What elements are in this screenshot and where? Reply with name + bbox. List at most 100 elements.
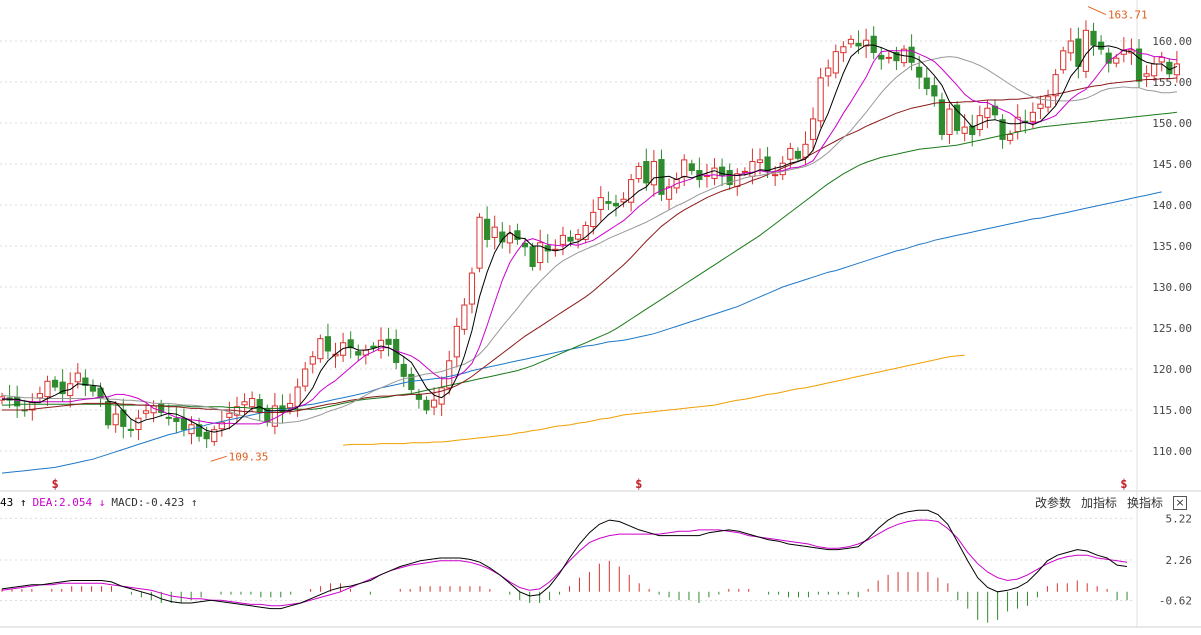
candle-body bbox=[590, 211, 597, 227]
ma5-line bbox=[2, 44, 1178, 433]
candle-body bbox=[400, 363, 407, 377]
ma10-line bbox=[1, 47, 1177, 425]
candle-body bbox=[271, 405, 278, 427]
candle-body bbox=[772, 174, 779, 177]
candle-body bbox=[249, 398, 256, 408]
macd-tick-label: 5.22 bbox=[1166, 512, 1193, 525]
candle-body bbox=[82, 377, 89, 386]
ma60-line bbox=[2, 111, 1177, 410]
macd-legend-dif: 43 ↑ bbox=[0, 496, 27, 509]
candle-body bbox=[567, 236, 574, 242]
candle-body bbox=[612, 202, 620, 207]
candle-body bbox=[1098, 41, 1105, 50]
macd-legend-macd: MACD:-0.423 ↑ bbox=[111, 496, 198, 509]
event-marker: $ bbox=[635, 477, 642, 491]
candle-body bbox=[1105, 52, 1112, 64]
candle-body bbox=[1151, 63, 1158, 77]
price-tick-label: 155.00 bbox=[1152, 76, 1192, 89]
ma20-line bbox=[1, 56, 1177, 424]
candle-body bbox=[916, 66, 923, 78]
candle-body bbox=[938, 99, 946, 135]
candle-body bbox=[377, 339, 385, 352]
candle-body bbox=[324, 336, 332, 352]
price-tick-label: 110.00 bbox=[1152, 445, 1192, 458]
candle-body bbox=[908, 46, 915, 63]
candle-body bbox=[309, 356, 316, 365]
candle-body bbox=[241, 401, 248, 406]
add-indicator-button[interactable]: 加指标 bbox=[1080, 496, 1117, 510]
price-tick-label: 145.00 bbox=[1152, 158, 1192, 171]
change-params-button[interactable]: 改参数 bbox=[1034, 496, 1071, 510]
candle-body bbox=[355, 351, 362, 356]
candle-body bbox=[870, 35, 877, 53]
macd-tick-label: 2.26 bbox=[1166, 554, 1193, 567]
candle-body bbox=[946, 108, 953, 135]
candle-body bbox=[1044, 96, 1052, 108]
high-annotation-label: 163.71 bbox=[1108, 9, 1148, 22]
candle-body bbox=[491, 226, 498, 238]
candle-body bbox=[415, 393, 422, 400]
candle-body bbox=[158, 403, 165, 413]
candle-body bbox=[1060, 50, 1067, 71]
candle-body bbox=[1037, 103, 1044, 109]
candle-body bbox=[688, 163, 695, 172]
candle-body bbox=[165, 416, 172, 419]
candle-body bbox=[89, 385, 97, 392]
candle-body bbox=[817, 77, 824, 122]
close-indicator-button[interactable]: × bbox=[1173, 495, 1187, 510]
candle-body bbox=[681, 159, 688, 178]
candle-body bbox=[506, 233, 513, 244]
candle-body bbox=[643, 161, 650, 184]
candle-body bbox=[802, 143, 809, 158]
candle-body bbox=[999, 119, 1006, 140]
candle-body bbox=[1082, 29, 1090, 72]
candle-body bbox=[302, 368, 309, 387]
candle-body bbox=[878, 54, 885, 60]
candle-body bbox=[1052, 74, 1059, 97]
candle-body bbox=[1113, 57, 1120, 64]
candle-body bbox=[195, 424, 203, 437]
candle-body bbox=[529, 246, 536, 268]
candle-body bbox=[446, 360, 453, 389]
candle-body bbox=[51, 379, 59, 388]
candle-body bbox=[923, 77, 930, 90]
candle-body bbox=[347, 339, 354, 349]
event-marker: $ bbox=[51, 477, 58, 491]
price-tick-label: 115.00 bbox=[1152, 404, 1192, 417]
candle-body bbox=[1135, 48, 1143, 82]
ma30-line bbox=[2, 77, 1177, 413]
candle-body bbox=[749, 161, 756, 177]
candle-body bbox=[423, 399, 430, 411]
candle-body bbox=[294, 386, 301, 407]
candle-body bbox=[514, 230, 521, 240]
switch-indicator-button[interactable]: 换指标 bbox=[1126, 496, 1163, 510]
candle-body bbox=[969, 125, 976, 135]
ma250-line bbox=[343, 354, 965, 446]
candle-body bbox=[893, 51, 900, 62]
candle-body bbox=[635, 165, 642, 180]
candle-body bbox=[711, 167, 718, 179]
candle-body bbox=[44, 380, 51, 398]
low-annotation-line bbox=[210, 455, 227, 462]
candle-body bbox=[885, 56, 892, 59]
candle-body bbox=[211, 429, 218, 443]
candle-body bbox=[597, 197, 604, 210]
candle-body bbox=[794, 150, 801, 159]
price-tick-label: 140.00 bbox=[1152, 199, 1192, 212]
candle-body bbox=[863, 39, 870, 47]
candle-body bbox=[665, 186, 673, 200]
candle-body bbox=[453, 325, 460, 358]
event-marker: $ bbox=[1120, 477, 1127, 491]
candle-body bbox=[1143, 73, 1150, 77]
macd-legend-dea: DEA:2.054 ↓ bbox=[32, 496, 106, 509]
candle-body bbox=[317, 338, 324, 360]
candle-body bbox=[127, 428, 134, 431]
candle-body bbox=[764, 156, 771, 172]
candle-body bbox=[484, 218, 491, 240]
candle-body bbox=[36, 393, 43, 399]
candle-body bbox=[180, 418, 188, 431]
candle-body bbox=[832, 51, 839, 74]
candle-body bbox=[847, 38, 855, 45]
candle-body bbox=[461, 304, 468, 330]
